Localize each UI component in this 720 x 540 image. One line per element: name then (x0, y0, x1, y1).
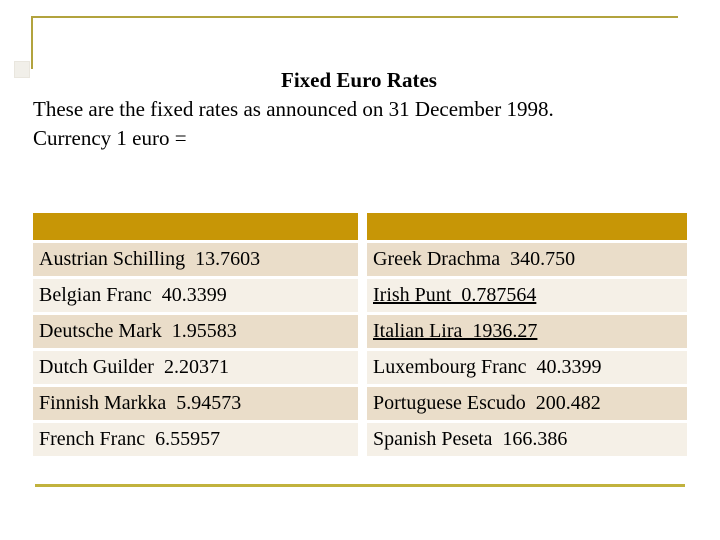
rate-text: Belgian Franc 40.3399 (39, 284, 227, 306)
rate-link-text: Irish Punt 0.787564 (373, 284, 537, 306)
rate-text: French Franc 6.55957 (39, 428, 221, 450)
rate-cell-irish-punt[interactable]: Irish Punt 0.787564 (367, 279, 687, 312)
slide-text-block: Fixed Euro Rates These are the fixed rat… (33, 66, 685, 153)
bottom-divider-line (35, 484, 685, 487)
rate-text: Austrian Schilling 13.7603 (39, 248, 261, 270)
rate-cell-finnish-markka: Finnish Markka 5.94573 (33, 387, 358, 420)
rate-cell-luxembourg-franc: Luxembourg Franc 40.3399 (367, 351, 687, 384)
rates-table: Austrian Schilling 13.7603 Greek Drachma… (33, 213, 687, 456)
slide-body-line-1: These are the fixed rates as announced o… (33, 97, 554, 121)
rate-link-text: Italian Lira 1936.27 (373, 320, 538, 342)
rate-cell-deutsche-mark: Deutsche Mark 1.95583 (33, 315, 358, 348)
rate-cell-spanish-peseta: Spanish Peseta 166.386 (367, 423, 687, 456)
slide-body-line-2: Currency 1 euro = (33, 126, 187, 150)
rate-cell-austrian-schilling: Austrian Schilling 13.7603 (33, 243, 358, 276)
table-header-right (367, 213, 687, 240)
faint-bullet-mark (14, 61, 30, 78)
rate-text: Portuguese Escudo 200.482 (373, 392, 601, 414)
corner-border-vertical (31, 16, 33, 69)
rate-text: Finnish Markka 5.94573 (39, 392, 242, 414)
table-header-left (33, 213, 358, 240)
rate-text: Spanish Peseta 166.386 (373, 428, 568, 450)
rate-cell-portuguese-escudo: Portuguese Escudo 200.482 (367, 387, 687, 420)
rate-cell-dutch-guilder: Dutch Guilder 2.20371 (33, 351, 358, 384)
rate-text: Deutsche Mark 1.95583 (39, 320, 237, 342)
corner-border-horizontal (31, 16, 678, 18)
rate-text: Dutch Guilder 2.20371 (39, 356, 229, 378)
rate-cell-greek-drachma: Greek Drachma 340.750 (367, 243, 687, 276)
rate-text: Greek Drachma 340.750 (373, 248, 576, 270)
rate-cell-french-franc: French Franc 6.55957 (33, 423, 358, 456)
slide-title: Fixed Euro Rates (281, 68, 437, 92)
rate-cell-italian-lira[interactable]: Italian Lira 1936.27 (367, 315, 687, 348)
rate-text: Luxembourg Franc 40.3399 (373, 356, 602, 378)
rate-cell-belgian-franc: Belgian Franc 40.3399 (33, 279, 358, 312)
